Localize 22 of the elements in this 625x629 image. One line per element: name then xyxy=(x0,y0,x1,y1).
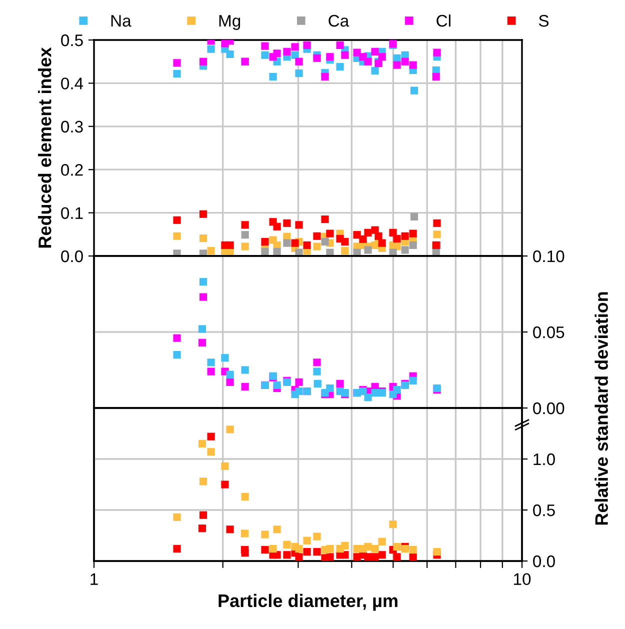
legend-label: Cl xyxy=(436,14,450,27)
y-tick-label: 0.2 xyxy=(61,164,83,176)
y-axis-title: Reduced element index xyxy=(38,47,52,248)
x-tick-label: 1 xyxy=(90,573,98,585)
y2-tick-label: 0.05 xyxy=(533,326,564,338)
y2-tick-label: 1.0 xyxy=(534,453,555,466)
x-tick-label: 10 xyxy=(514,573,531,586)
y-tick-label: 0.0 xyxy=(61,250,83,262)
y-tick-label: 0.5 xyxy=(61,34,83,46)
y2-tick-label: 0.0 xyxy=(533,555,555,568)
y2-tick-label: 0.5 xyxy=(533,504,555,516)
y-tick-label: 0.3 xyxy=(61,120,83,133)
y-tick-label: 0.1 xyxy=(61,207,83,220)
y-tick-label: 0.4 xyxy=(61,78,84,90)
y2-tick-label: 0.10 xyxy=(533,250,564,262)
legend-label: Na xyxy=(111,15,132,27)
legend-label: Ca xyxy=(328,14,350,27)
x-axis-title: Particle diameter, µm xyxy=(218,594,398,611)
y2-axis-title: Relative standard deviation xyxy=(594,292,608,525)
legend-label: S xyxy=(538,14,549,27)
legend-label: Mg xyxy=(219,15,240,30)
y2-tick-label: 0.00 xyxy=(533,402,564,414)
